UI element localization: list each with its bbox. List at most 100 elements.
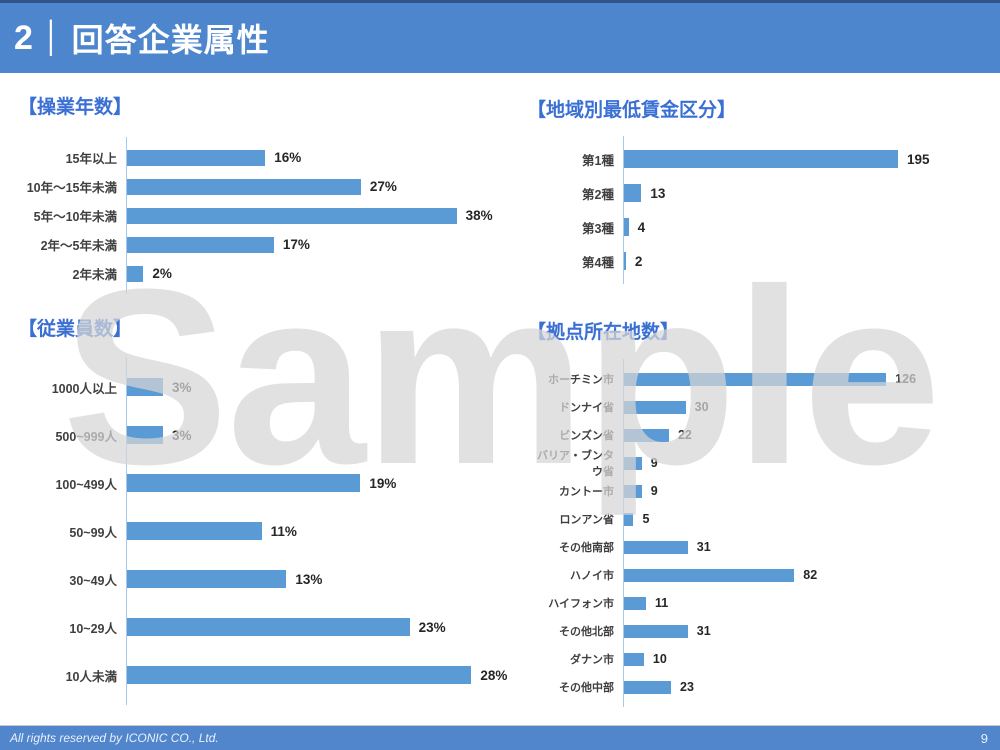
chart-employee-count: 【従業員数】 1000人以上 3% 500~999人 3% 100~499人 19% 50~… (18, 314, 518, 705)
category-label: 15年以上 (65, 152, 117, 166)
value-label: 9 (650, 456, 658, 470)
bar (623, 456, 642, 470)
value-label: 13% (295, 571, 323, 587)
bar-track: 2 (623, 244, 642, 278)
bar-row: ロンアン省 5 (527, 505, 997, 533)
y-axis-line (623, 136, 624, 284)
category-label: その他南部 (559, 542, 614, 554)
bar (623, 540, 688, 554)
bar-track: 82 (623, 561, 817, 589)
category-label: 第1種 (582, 153, 614, 168)
category-label: 2年未満 (72, 268, 117, 282)
bar-track: 38% (126, 201, 493, 230)
category-label: その他北部 (559, 626, 614, 638)
bar (126, 207, 457, 224)
bar-track: 13% (126, 555, 322, 603)
bar (126, 178, 361, 195)
bar-track: 17% (126, 230, 310, 259)
bar (623, 150, 898, 168)
category-label: 第2種 (582, 187, 614, 202)
value-label: 9 (650, 484, 658, 498)
slide-footer: All rights reserved by ICONIC CO., Ltd. … (0, 725, 1000, 750)
value-label: 195 (906, 151, 930, 167)
category-label: カントー市 (559, 486, 614, 498)
category-label: 1000人以上 (51, 381, 117, 396)
bar-row: 第2種 13 (527, 176, 997, 210)
bar-track: 22 (623, 421, 692, 449)
chart-office-locations: 【拠点所在地数】 ホーチミン市 126 ドンナイ省 30 ビンズン省 22 バリア・ブンタウ… (527, 317, 997, 707)
bar-track: 27% (126, 172, 397, 201)
slide-header: 2 │ 回答企業属性 (0, 0, 1000, 73)
bar-track: 5 (623, 505, 649, 533)
value-label: 82 (803, 568, 818, 582)
y-axis-line (126, 357, 127, 705)
value-label: 126 (895, 372, 917, 386)
bar-row: 第3種 4 (527, 210, 997, 244)
bar-track: 11% (126, 507, 297, 555)
bar (623, 512, 634, 526)
bar-row: 2年未満 2% (18, 259, 518, 288)
chart-title: 【操業年数】 (18, 97, 133, 118)
bar-row: 50~99人 11% (18, 507, 518, 555)
value-label: 10 (652, 652, 667, 666)
bar-row: 500~999人 3% (18, 411, 518, 459)
value-label: 17% (282, 237, 310, 252)
bar (623, 218, 629, 236)
copyright-text: All rights reserved by ICONIC CO., Ltd. (10, 731, 219, 745)
bar-row: 30~49人 13% (18, 555, 518, 603)
value-label: 27% (369, 179, 397, 194)
value-label: 38% (465, 208, 493, 223)
category-label: ドンナイ省 (559, 402, 614, 414)
bar-track: 31 (623, 533, 711, 561)
bar-row: 100~499人 19% (18, 459, 518, 507)
value-label: 19% (369, 475, 397, 491)
bar-row: その他北部 31 (527, 617, 997, 645)
bar-row: ハイフォン市 11 (527, 589, 997, 617)
bar (126, 522, 262, 540)
value-label: 2 (634, 253, 643, 269)
bar-track: 2% (126, 259, 172, 288)
bar (126, 236, 274, 253)
bar-track: 16% (126, 143, 301, 172)
bar-row: 15年以上 16% (18, 143, 518, 172)
bar-track: 28% (126, 651, 507, 699)
bar-row: ハノイ市 82 (527, 561, 997, 589)
category-label: 10~29人 (69, 621, 117, 636)
category-label: ダナン市 (570, 654, 614, 666)
bar-track: 11 (623, 589, 668, 617)
value-label: 16% (274, 150, 302, 165)
bar-track: 30 (623, 393, 709, 421)
bar-row: その他中部 23 (527, 673, 997, 701)
category-label: 100~499人 (55, 477, 117, 492)
category-label: バリア・ブンタウ省 (537, 450, 614, 478)
value-label: 2% (152, 266, 172, 281)
bar (623, 252, 626, 270)
bar-track: 126 (623, 365, 916, 393)
category-label: 30~49人 (69, 573, 117, 588)
page-title: 回答企業属性 (71, 22, 270, 58)
y-axis-line (623, 359, 624, 707)
bar (623, 428, 669, 442)
bar-row: 10人未満 28% (18, 651, 518, 699)
bar-row: その他南部 31 (527, 533, 997, 561)
bar (623, 568, 795, 582)
value-label: 31 (696, 540, 711, 554)
bar-track: 9 (623, 477, 658, 505)
bar-row: 第1種 195 (527, 142, 997, 176)
category-label: ビンズン省 (559, 430, 614, 442)
category-label: ハノイ市 (570, 570, 614, 582)
category-label: 第3種 (582, 221, 614, 236)
value-label: 22 (677, 428, 692, 442)
bar-track: 23% (126, 603, 446, 651)
bar-track: 23 (623, 673, 694, 701)
y-axis-line (126, 137, 127, 294)
bar (126, 570, 287, 588)
chart-title: 【拠点所在地数】 (527, 322, 680, 343)
chart-plot-area: 第1種 195 第2種 13 第3種 4 第4種 2 (527, 136, 997, 284)
category-label: 10人未満 (65, 669, 117, 684)
value-label: 31 (696, 624, 711, 638)
chart-minimum-wage-region: 【地域別最低賃金区分】 第1種 195 第2種 13 第3種 4 第4種 2 (527, 95, 997, 284)
bar (623, 400, 686, 414)
value-label: 3% (172, 427, 192, 443)
bar-row: 2年～5年未満 17% (18, 230, 518, 259)
